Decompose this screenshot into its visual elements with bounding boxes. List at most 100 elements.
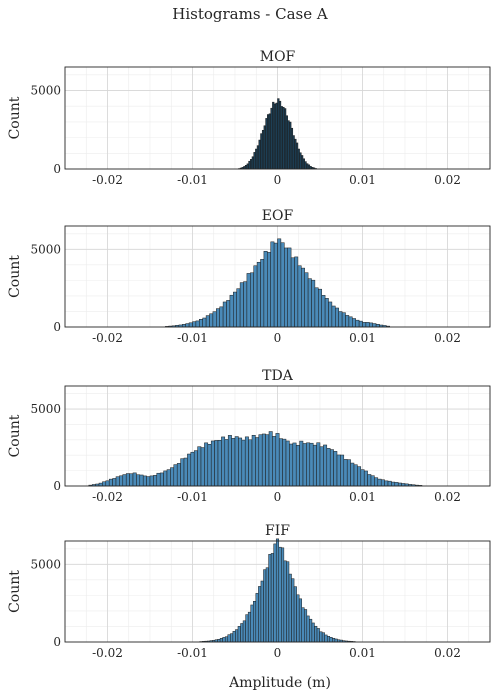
tda-histogram-bar: [207, 444, 212, 487]
eof-histogram-bar: [297, 265, 302, 328]
eof-histogram-bar: [355, 319, 360, 328]
tda-histogram-bar: [377, 478, 382, 487]
eof-histogram-bar: [372, 323, 377, 328]
tda-histogram-bar: [166, 469, 171, 487]
fif-histogram-bar: [281, 547, 285, 643]
fif-histogram-bar: [288, 573, 292, 643]
tda-histogram-bar: [374, 477, 379, 487]
tda-y-tick-label: 5000: [30, 402, 61, 416]
fif-histogram-bar: [232, 631, 236, 643]
fif-histogram-bar: [304, 609, 308, 643]
mof-histogram-bar: [297, 148, 300, 170]
mof-x-tick-label: -0.02: [92, 173, 123, 187]
mof-histogram-bar: [267, 114, 270, 170]
eof-histogram-bar: [287, 247, 292, 328]
eof-histogram-bar: [246, 273, 251, 328]
tda-histogram-bar: [295, 444, 300, 487]
eof-histogram-bar: [260, 259, 265, 328]
tda-histogram-bar: [353, 464, 358, 487]
fif-histogram-bar: [314, 625, 318, 643]
eof-histogram-bar: [222, 301, 227, 328]
tda-histogram-bar: [210, 440, 215, 487]
mof-y-axis-label: Count: [7, 96, 23, 139]
eof-y-axis-label: Count: [7, 255, 23, 298]
fif-histogram-bar: [301, 607, 305, 643]
tda-histogram-bar: [255, 437, 260, 487]
tda-histogram-bar: [275, 433, 280, 487]
mof-histogram-bar: [246, 163, 249, 170]
mof-histogram-bar: [292, 135, 295, 170]
mof-histogram-bar: [248, 160, 251, 170]
tda-histogram-bar: [329, 449, 334, 487]
tda-axes-box: [64, 385, 491, 487]
tda-histogram-bar: [115, 476, 120, 487]
fif-x-tick-label: 0.02: [434, 646, 461, 660]
eof-histogram-bar: [195, 320, 200, 328]
eof-x-tick-label: -0.02: [92, 331, 123, 345]
tda-histogram-bar: [343, 459, 348, 487]
mof-histogram-bar: [299, 152, 302, 170]
fif-histogram-bar: [255, 593, 259, 643]
tda-histogram-bar: [340, 454, 345, 487]
tda-histogram-bar: [214, 440, 219, 487]
mof-histogram-bar: [261, 129, 265, 170]
eof-histogram-bar: [233, 291, 237, 328]
mof-histogram-bar: [295, 142, 299, 170]
eof-histogram-bar: [358, 320, 363, 328]
fif-histogram-bar: [237, 626, 241, 643]
fif-histogram-bar: [253, 601, 257, 643]
mof-histogram-bar: [290, 127, 294, 170]
mof-histogram-bar: [265, 118, 268, 170]
tda-histogram-bar: [333, 451, 338, 487]
tda-histogram-bar: [302, 443, 307, 487]
eof-histogram-bar: [365, 322, 370, 328]
tda-histogram-bar: [268, 431, 273, 487]
tda-histogram-bar: [136, 474, 141, 487]
tda-histogram-bar: [326, 448, 331, 487]
mof-histogram-bar: [263, 125, 266, 170]
tda-panel-title: TDA: [262, 368, 294, 384]
eof-histogram-bar: [314, 287, 319, 328]
eof-histogram-bar: [256, 261, 261, 328]
eof-histogram-bar: [236, 288, 241, 328]
tda-histogram-bar: [159, 472, 164, 487]
eof-histogram-bar: [205, 315, 210, 328]
tda-histogram-bar: [180, 458, 185, 487]
fif-histogram-bar: [311, 622, 315, 643]
tda-histogram-bar: [397, 482, 402, 487]
eof-histogram-bar: [352, 318, 356, 328]
mof-histogram-bar: [260, 133, 263, 170]
mof-histogram-bar: [289, 121, 292, 170]
fif-histogram-bar: [329, 637, 333, 643]
eof-histogram-bar: [280, 242, 285, 328]
tda-histogram-bar: [170, 467, 175, 487]
tda-histogram-bar: [394, 482, 399, 487]
eof-histogram-bar: [192, 321, 197, 328]
tda-x-tick-label: 0: [274, 490, 282, 504]
fif-histogram-bar: [306, 615, 310, 643]
eof-axes-box: [64, 225, 491, 328]
mof-x-tick-label: 0.01: [349, 173, 376, 187]
tda-histogram-bar: [200, 447, 205, 487]
mof-y-tick-label: 5000: [30, 84, 61, 98]
eof-histogram-bar: [199, 318, 203, 328]
fif-histogram-bar: [265, 567, 269, 643]
eof-x-tick-label: -0.01: [177, 331, 208, 345]
fif-histogram-bar: [230, 633, 234, 643]
fif-histogram-bar: [222, 637, 226, 643]
tda-histogram-bar: [316, 442, 321, 487]
tda-histogram-bar: [156, 472, 161, 487]
tda-histogram-bar: [238, 437, 243, 487]
fif-histogram-bar: [260, 580, 264, 643]
tda-histogram-bar: [227, 435, 232, 487]
eof-histogram-bar: [335, 307, 339, 328]
eof-histogram-bar: [253, 265, 258, 328]
tda-histogram-bar: [261, 433, 266, 487]
eof-histogram-bar: [267, 252, 271, 328]
mof-histogram-bar: [282, 107, 285, 170]
tda-histogram-bar: [234, 436, 239, 487]
eof-histogram-bar: [263, 250, 268, 328]
fif-histogram-bar: [286, 561, 290, 643]
eof-histogram-bar: [294, 256, 299, 328]
fif-histogram-bar: [275, 538, 280, 643]
